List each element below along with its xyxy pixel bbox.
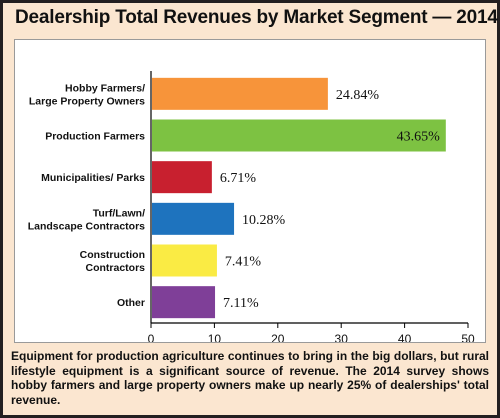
value-label: 7.41% [225,255,262,270]
chart-caption: Equipment for production agriculture con… [11,349,489,407]
value-label: 10.28% [242,213,286,228]
category-label: Other [117,297,145,309]
x-tick-label: 50 [461,332,475,342]
bar [152,161,212,194]
bar [152,286,216,319]
bar [152,77,328,110]
x-tick-label: 10 [208,332,222,342]
x-tick-label: 20 [271,332,285,342]
bar [152,119,446,152]
bar-chart: 0 10 20 30 40 50 Hobby Farmers/Large Property … [28,71,475,342]
x-tick-label: 40 [398,332,412,342]
category-label: Hobby Farmers/ [65,82,145,94]
category-label: Turf/Lawn/ [93,207,145,219]
bar [152,202,235,235]
x-tick-label: 0 [148,332,155,342]
value-label: 7.11% [223,296,259,311]
category-label: Production Farmers [45,131,145,143]
bar [152,244,217,277]
category-label: Contractors [85,262,145,274]
chart-panel: 0 10 20 30 40 50 Hobby Farmers/Large Property … [14,39,486,343]
x-tick-label: 30 [335,332,349,342]
chart-title: Dealership Total Revenues by Market Segm… [15,7,498,28]
value-label: 24.84% [336,88,380,103]
category-label: Landscape Contractors [28,220,145,232]
value-label: 6.71% [220,171,257,186]
category-label: Municipalities/ Parks [41,172,145,184]
category-label: Construction [80,249,145,261]
category-label: Large Property Owners [29,95,145,107]
value-label: 43.65% [397,130,441,145]
